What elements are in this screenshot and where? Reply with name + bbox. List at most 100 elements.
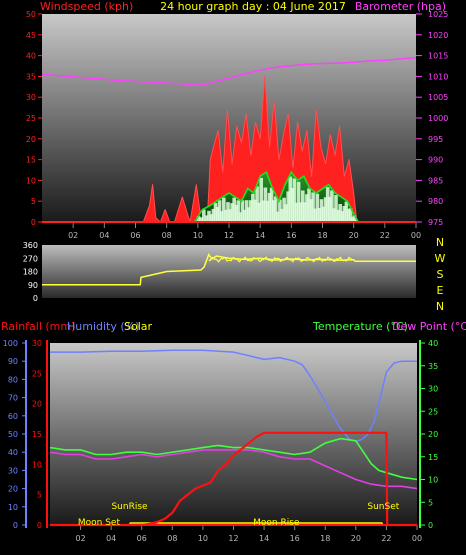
- wind-light-bar: [311, 192, 315, 222]
- humidity-tick-label: 0: [13, 521, 18, 530]
- wind-light-bar: [313, 208, 317, 222]
- wind-light-bar: [352, 215, 357, 222]
- wind-light-bar: [317, 208, 322, 222]
- wind-light-bar: [280, 208, 284, 222]
- humidity-tick-label: 10: [8, 503, 18, 512]
- wind-light-bar: [344, 201, 349, 222]
- humidity-line: [50, 349, 417, 443]
- wind-light-bar: [323, 197, 328, 222]
- wind-light-bar: [334, 195, 338, 222]
- wind-light-bar: [255, 186, 259, 222]
- hour-tick-label-bottom: 12: [228, 534, 238, 543]
- temperature-line: [49, 437, 418, 481]
- barometer-line: [41, 56, 417, 86]
- hour-tick-label-bottom: 04: [106, 534, 116, 543]
- hour-tick-label: 00: [411, 231, 421, 240]
- wind-light-bar: [246, 207, 251, 222]
- page-title: 24 hour graph day : 04 June 2017: [160, 0, 346, 13]
- temperature-axis-title: Temperature (°C): [312, 320, 408, 333]
- humidity-axis-title: Humidity (%): [67, 320, 139, 333]
- wind-light-bar: [269, 187, 274, 222]
- wind-light-bar: [296, 181, 301, 222]
- hour-tick-label: 22: [380, 231, 390, 240]
- wind-light-bar: [234, 205, 239, 222]
- sun-event-label: SunSet: [367, 502, 399, 512]
- wind-light-bar: [282, 197, 286, 222]
- barometer-tick-label: 975: [428, 218, 443, 227]
- wind-light-bar: [222, 197, 226, 222]
- wind-light-bar: [209, 214, 214, 222]
- wind-light-bar: [213, 202, 218, 222]
- wind-light-bar: [211, 208, 216, 222]
- wind-light-bar: [307, 188, 311, 222]
- hour-tick-label: 02: [68, 231, 78, 240]
- wind-light-bar: [309, 199, 313, 222]
- humidity-tick-label: 50: [8, 430, 18, 439]
- wind-light-bar: [257, 202, 261, 222]
- barometer-tick-label: 1010: [428, 72, 448, 81]
- hour-tick-label-bottom: 18: [320, 534, 330, 543]
- wind-light-bar: [321, 206, 326, 222]
- wind-light-bar: [315, 193, 320, 222]
- rain-tick-label: 25: [32, 369, 42, 378]
- direction-tick-label: 90: [28, 281, 38, 290]
- wind-light-bar: [232, 197, 236, 222]
- temperature-tick-label: 25: [428, 407, 438, 416]
- wind-light-bar: [286, 191, 290, 222]
- wind-average-line: [42, 170, 416, 223]
- rainfall-line: [50, 431, 417, 527]
- direction-tick-label: 0: [33, 294, 38, 303]
- hour-tick-label: 06: [130, 231, 140, 240]
- windspeed-tick-label: 40: [26, 52, 36, 61]
- direction-tick-label: 270: [23, 254, 38, 263]
- humidity-tick-label: 100: [3, 339, 18, 348]
- rainfall-axis-title: Rainfall (mm): [1, 320, 75, 333]
- windspeed-tick-label: 50: [26, 10, 36, 19]
- humidity-tick-label: 30: [8, 466, 18, 475]
- wind-light-bar: [259, 177, 263, 222]
- wind-light-bar: [215, 207, 220, 222]
- temperature-tick-label: 5: [428, 498, 433, 507]
- wind-light-bar: [350, 217, 355, 222]
- barometer-axis-title: Barometer (hpa): [355, 0, 446, 13]
- temperature-tick-label: 15: [428, 453, 438, 462]
- wind-light-bar: [251, 193, 255, 222]
- windspeed-tick-label: 5: [31, 197, 36, 206]
- wind-light-bar: [332, 208, 336, 222]
- hour-tick-label: 20: [349, 231, 359, 240]
- temperature-tick-label: 20: [428, 430, 438, 439]
- wind-light-bar: [219, 211, 224, 222]
- temperature-tick-label: 40: [428, 339, 438, 348]
- temperature-tick-label: 10: [428, 476, 438, 485]
- wind-light-bar: [284, 204, 288, 222]
- wind-light-bar: [263, 187, 268, 222]
- wind-light-bar: [253, 199, 257, 222]
- rain-temp-plot-area: [50, 343, 417, 525]
- temperature-tick-label: 0: [428, 521, 433, 530]
- hour-tick-label: 14: [255, 231, 265, 240]
- hour-tick-label-bottom: 16: [290, 534, 300, 543]
- humidity-tick-label: 80: [8, 375, 18, 384]
- dewpoint-line: [49, 449, 418, 490]
- rain-tick-label: 10: [32, 460, 42, 469]
- barometer-tick-label: 1020: [428, 31, 448, 40]
- compass-label: S: [437, 268, 444, 281]
- rain-tick-label: 15: [32, 430, 42, 439]
- rain-tick-label: 0: [37, 521, 42, 530]
- humidity-tick-label: 20: [8, 485, 18, 494]
- wind-light-bar: [340, 211, 344, 222]
- wind-light-bar: [267, 192, 272, 222]
- barometer-tick-label: 1005: [428, 93, 448, 102]
- compass-label: N: [436, 300, 444, 313]
- hour-tick-label-bottom: 14: [259, 534, 269, 543]
- wind-light-bar: [271, 200, 276, 222]
- rain-tick-label: 5: [37, 491, 42, 500]
- windspeed-tick-label: 35: [26, 72, 36, 81]
- rain-tick-label: 20: [32, 400, 42, 409]
- hour-tick-label-bottom: 10: [198, 534, 208, 543]
- barometer-tick-label: 990: [428, 156, 443, 165]
- compass-label: E: [437, 284, 444, 297]
- hour-tick-label-bottom: 02: [75, 534, 85, 543]
- wind-light-bar: [226, 202, 230, 222]
